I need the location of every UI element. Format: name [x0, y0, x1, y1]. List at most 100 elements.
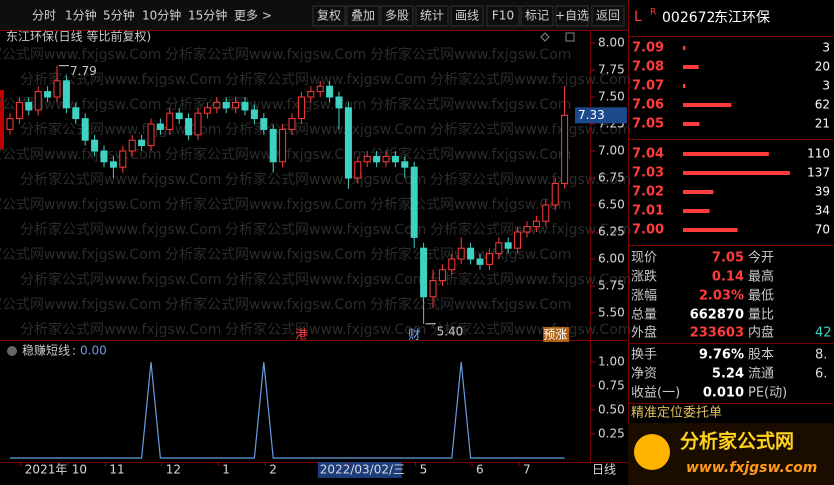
- watermark: 分析家公式网www.fxjgsw.Com: [165, 46, 366, 63]
- watermark: 分析家公式网www.fxjgsw.Com: [165, 96, 366, 113]
- candle-body: [532, 220, 540, 228]
- toolbar-button[interactable]: 返回: [596, 9, 620, 23]
- button-frame: [312, 5, 346, 27]
- candle-body: [363, 155, 371, 163]
- candle-body: [91, 139, 99, 152]
- watermark: 分析家公式网www.fxjgsw.Com: [0, 246, 161, 263]
- candle-body: [109, 161, 117, 168]
- candle-body: [457, 247, 465, 260]
- watermark: 分析家公式网www.fxjgsw.Com: [20, 71, 221, 88]
- watermark: 分析家公式网www.fxjgsw.Com: [165, 296, 366, 313]
- tab[interactable]: 分时: [32, 9, 56, 23]
- watermark: 分析家公式网www.fxjgsw.Com: [430, 171, 631, 188]
- colon: :: [72, 344, 76, 358]
- book-price: 7.05: [632, 117, 664, 132]
- field-label: 最高: [748, 269, 774, 285]
- candle-body: [222, 101, 230, 109]
- field-label: 换手: [631, 348, 657, 363]
- watermark: 分析家公式网www.fxjgsw.Com: [370, 296, 571, 313]
- watermark: 分析家公式网www.fxjgsw.Com: [370, 46, 571, 63]
- chart-title: 东江环保(日线 等比前复权): [6, 29, 151, 44]
- candle-body: [448, 258, 456, 271]
- field-label: 现价: [631, 251, 657, 266]
- icon: [565, 32, 575, 42]
- tab[interactable]: 1分钟: [65, 8, 97, 23]
- icon: [540, 32, 550, 42]
- volume-bar: [683, 171, 790, 175]
- candle-body: [307, 91, 315, 98]
- tab[interactable]: 10分钟: [142, 8, 181, 23]
- candle-body: [6, 118, 14, 130]
- extreme-label: 7.79: [70, 64, 97, 78]
- candle-body: [128, 139, 136, 152]
- field-value: 233603: [690, 326, 744, 341]
- toolbar-button[interactable]: 多股: [385, 9, 409, 23]
- candle-body: [44, 91, 52, 98]
- candle-body: [25, 101, 33, 111]
- indicator-icon: [7, 346, 17, 356]
- volume-bar: [683, 65, 699, 69]
- y-tick-label: 1.00: [598, 355, 625, 369]
- indicator-title: 稳赚短线: [22, 343, 70, 358]
- candle-body: [203, 107, 211, 114]
- toolbar-button[interactable]: F10: [492, 9, 514, 23]
- field-label: 量比: [748, 308, 774, 323]
- field-label: 流通: [748, 367, 774, 382]
- logo-url: www.fxjgsw.com: [686, 460, 817, 476]
- candle-body: [514, 231, 522, 249]
- candle-body: [138, 139, 146, 147]
- tab[interactable]: 更多 >: [234, 9, 272, 23]
- watermark: 分析家公式网www.fxjgsw.Com: [370, 196, 571, 213]
- toolbar-button[interactable]: 标记: [525, 9, 549, 23]
- button-frame: [450, 5, 484, 27]
- candle-body: [373, 155, 381, 163]
- tab[interactable]: 5分钟: [103, 8, 135, 23]
- x-tick-label: 2021年: [25, 463, 68, 477]
- toolbar-button[interactable]: +自选: [555, 9, 589, 23]
- x-tick-label: 2022/03/02/三: [320, 463, 405, 477]
- book-price: 7.01: [632, 204, 664, 219]
- stock-code: 002672: [662, 10, 715, 26]
- candle-body: [288, 118, 296, 130]
- watermark: 分析家公式网www.fxjgsw.Com: [0, 296, 161, 313]
- y-tick-label: 0.50: [598, 403, 625, 417]
- book-volume: 62: [815, 98, 830, 112]
- watermark: 分析家公式网www.fxjgsw.Com: [0, 196, 161, 213]
- tab[interactable]: 15分钟: [188, 8, 227, 23]
- toolbar-button[interactable]: 复权: [317, 9, 341, 23]
- watermark: 分析家公式网www.fxjgsw.Com: [165, 146, 366, 163]
- toolbar-bg: [0, 0, 628, 30]
- toolbar-button[interactable]: 统计: [420, 9, 444, 23]
- watermark: 分析家公式网www.fxjgsw.Com: [430, 271, 631, 288]
- indicator-line: [10, 361, 565, 459]
- logo-icon: [634, 434, 670, 470]
- book-price: 7.09: [632, 41, 664, 56]
- volume-bar: [683, 190, 714, 194]
- candle-body: [504, 242, 512, 249]
- toolbar-button[interactable]: 叠加: [351, 9, 375, 23]
- watermark: 分析家公式网www.fxjgsw.Com: [165, 196, 366, 213]
- field-value: 0.14: [712, 270, 744, 285]
- field-label: 今开: [748, 250, 774, 266]
- field-label: 股本: [748, 348, 774, 363]
- toolbar-button[interactable]: 画线: [455, 9, 479, 23]
- candle-body: [15, 101, 23, 120]
- y-tick-label: 5.50: [598, 306, 625, 320]
- event-bg: [543, 327, 570, 342]
- candle-body: [175, 112, 183, 120]
- watermark: 分析家公式网www.fxjgsw.Com: [0, 96, 161, 113]
- logo-title: 分析家公式网: [680, 430, 794, 453]
- tool-link[interactable]: 精准定位委托单: [631, 406, 722, 421]
- volume-bar: [683, 46, 686, 50]
- y-tick-label: 0.75: [598, 379, 625, 393]
- candle-body: [241, 101, 249, 111]
- watermark: 分析家公式网www.fxjgsw.Com: [430, 121, 631, 138]
- watermark: 分析家公式网www.fxjgsw.Com: [225, 271, 426, 288]
- candle-body: [194, 112, 202, 136]
- event-marker: 预涨: [543, 327, 567, 342]
- field-value: 2.03%: [699, 289, 744, 304]
- x-tick-label: 5: [420, 463, 428, 477]
- candle-body: [561, 114, 569, 184]
